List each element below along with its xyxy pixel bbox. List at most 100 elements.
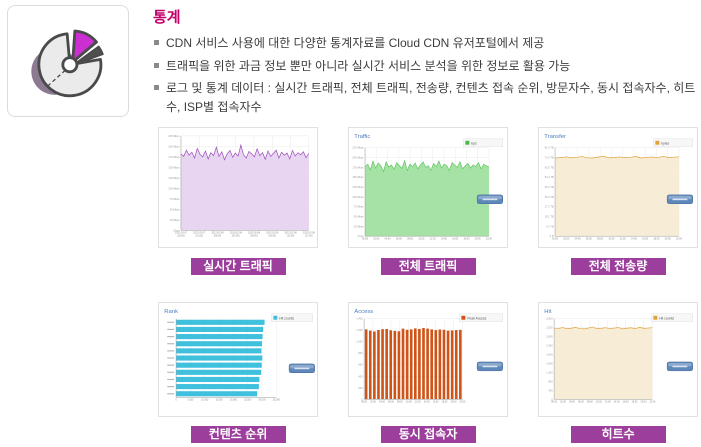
x-tick-label: 5,000 (187, 399, 194, 401)
detail-button-highlight (478, 195, 502, 200)
stats-icon-card (7, 5, 129, 117)
x-tick-label: 12:00 (430, 237, 437, 240)
bar (413, 328, 417, 400)
bar (176, 376, 260, 383)
detail-button-text-mark (672, 198, 688, 201)
chart-card-concurrent-access: 1,400 1,200 1,000 800 600 400 200 0 00:00 02:00 04… (348, 302, 508, 417)
detail-button[interactable] (476, 361, 503, 372)
x-tick-label: 00:00 (551, 401, 558, 403)
bar (397, 331, 401, 400)
bar-label-mark (167, 393, 175, 395)
y-tick-label: 400 (358, 374, 363, 378)
legend-swatch (655, 140, 660, 145)
detail-button[interactable] (666, 194, 693, 204)
x-tick-label: 2012-02-08 (285, 231, 298, 234)
bar-label-mark (167, 321, 175, 323)
detail-button[interactable] (666, 361, 693, 372)
y-tick-label: 63.5 TB (545, 165, 554, 169)
legend-box (463, 138, 503, 147)
y-tick-label: 600 (358, 363, 363, 367)
x-tick-label: 02:00 (560, 401, 567, 403)
y-tick-label: 100 Mbps (352, 195, 364, 199)
bar (176, 319, 265, 325)
chart-area (180, 145, 309, 231)
detail-button-highlight (668, 362, 692, 367)
y-tick-label: 72.6 TB (545, 155, 554, 159)
chart-area (554, 326, 653, 400)
x-tick-label: 12:00 (415, 401, 422, 403)
concurrent-access-chart: 1,400 1,200 1,000 800 600 400 200 000:00 02:00 04… (354, 309, 503, 403)
hit-count-chart: 3,600 3,200 2,800 2,400 2,000 1,600 1,200 800 40… (544, 309, 693, 403)
x-tick-label: 16:00 (642, 237, 649, 240)
x-tick-label: 06:00 (578, 401, 585, 403)
bar (368, 330, 372, 400)
bar-label-mark (167, 378, 175, 381)
bar (176, 369, 262, 375)
x-tick-label: (06:00) (250, 234, 258, 237)
x-tick-label: 2012-02-08 (211, 231, 224, 234)
detail-button-text-mark (672, 365, 688, 368)
chart-card-content-rank: 0 5,000 10,000 15,000 20,000 25,000 30,000 35,0… (158, 302, 318, 417)
x-tick-label: 16:00 (452, 237, 459, 240)
y-tick-label: 2,400 (546, 344, 553, 348)
detail-button[interactable] (288, 363, 315, 374)
x-tick-label: (03:00) (232, 234, 240, 237)
x-tick-label: (00:00) (214, 234, 222, 237)
y-tick-label: 25 Mbps (170, 218, 180, 222)
x-tick-label: 18:00 (653, 237, 660, 240)
y-tick-label: 3,600 (546, 317, 553, 321)
page-title: 통계 (153, 9, 181, 26)
charts-row-2: 0 5,000 10,000 15,000 20,000 25,000 30,000 35,0… (158, 302, 698, 443)
y-tick-label: 75 Mbps (354, 205, 364, 209)
chart-col-total-transfer: 81.6 TB 72.6 TB 63.5 TB 54.4 TB 45.4 TB 36.3 … (538, 127, 698, 275)
x-tick-label: 00:00 (552, 237, 559, 240)
x-tick-label: 04:00 (569, 401, 576, 403)
bar (176, 341, 263, 347)
x-tick-label: 06:00 (396, 237, 403, 240)
chart-badge-hit-count: 히트수 (570, 426, 666, 443)
x-tick-label: 22:00 (459, 401, 466, 403)
detail-button-text-mark (482, 198, 498, 201)
bar (385, 328, 388, 400)
chart-badge-total-transfer: 전체 전송량 (570, 258, 666, 275)
chart-badge-total-traffic: 전체 트래픽 (380, 258, 476, 275)
x-tick-label: 06:00 (586, 237, 593, 240)
y-tick-label: 18.1 TB (545, 214, 554, 218)
bar (176, 362, 262, 368)
x-tick-label: (18:00) (177, 234, 185, 237)
chart-line (554, 326, 653, 330)
bar (426, 328, 429, 400)
bar (446, 330, 450, 400)
bar (418, 328, 421, 400)
legend-swatch (653, 315, 658, 320)
y-tick-label: 225 Mbps (168, 134, 180, 138)
chart-line (364, 159, 490, 173)
bar-label-mark (167, 350, 175, 352)
y-tick-label: 50 Mbps (170, 207, 180, 211)
y-tick-label: 36.3 TB (545, 195, 554, 199)
bar-label-mark (167, 335, 175, 338)
y-tick-label: 75 Mbps (170, 197, 180, 201)
x-tick-label: (12:00) (287, 234, 295, 237)
bar (454, 330, 458, 400)
x-tick-label: 08:00 (597, 237, 604, 240)
y-tick-label: 1,200 (356, 328, 363, 332)
y-tick-label: 0 bps (357, 234, 364, 238)
bar (442, 329, 446, 400)
y-tick-label: 2,800 (546, 335, 553, 339)
bar (430, 329, 433, 400)
bullet-square-icon (154, 40, 159, 45)
y-tick-label: 2,000 (546, 353, 553, 357)
x-tick-label: 30,000 (258, 399, 266, 401)
bar-label-mark (167, 364, 175, 366)
x-tick-label: (17:00) (305, 234, 313, 237)
y-tick-label: 27.2 TB (545, 205, 554, 209)
chart-card-total-traffic: 225 Mbps 200 Mbps 175 Mbps 150 Mbps 125 Mbps… (348, 127, 508, 248)
x-tick-label: 14:00 (614, 401, 621, 403)
pie-center-hole (61, 56, 79, 74)
detail-button[interactable] (476, 194, 503, 204)
y-tick-label: 175 Mbps (352, 165, 364, 169)
bar (364, 329, 368, 400)
bar-label-mark (167, 386, 175, 388)
